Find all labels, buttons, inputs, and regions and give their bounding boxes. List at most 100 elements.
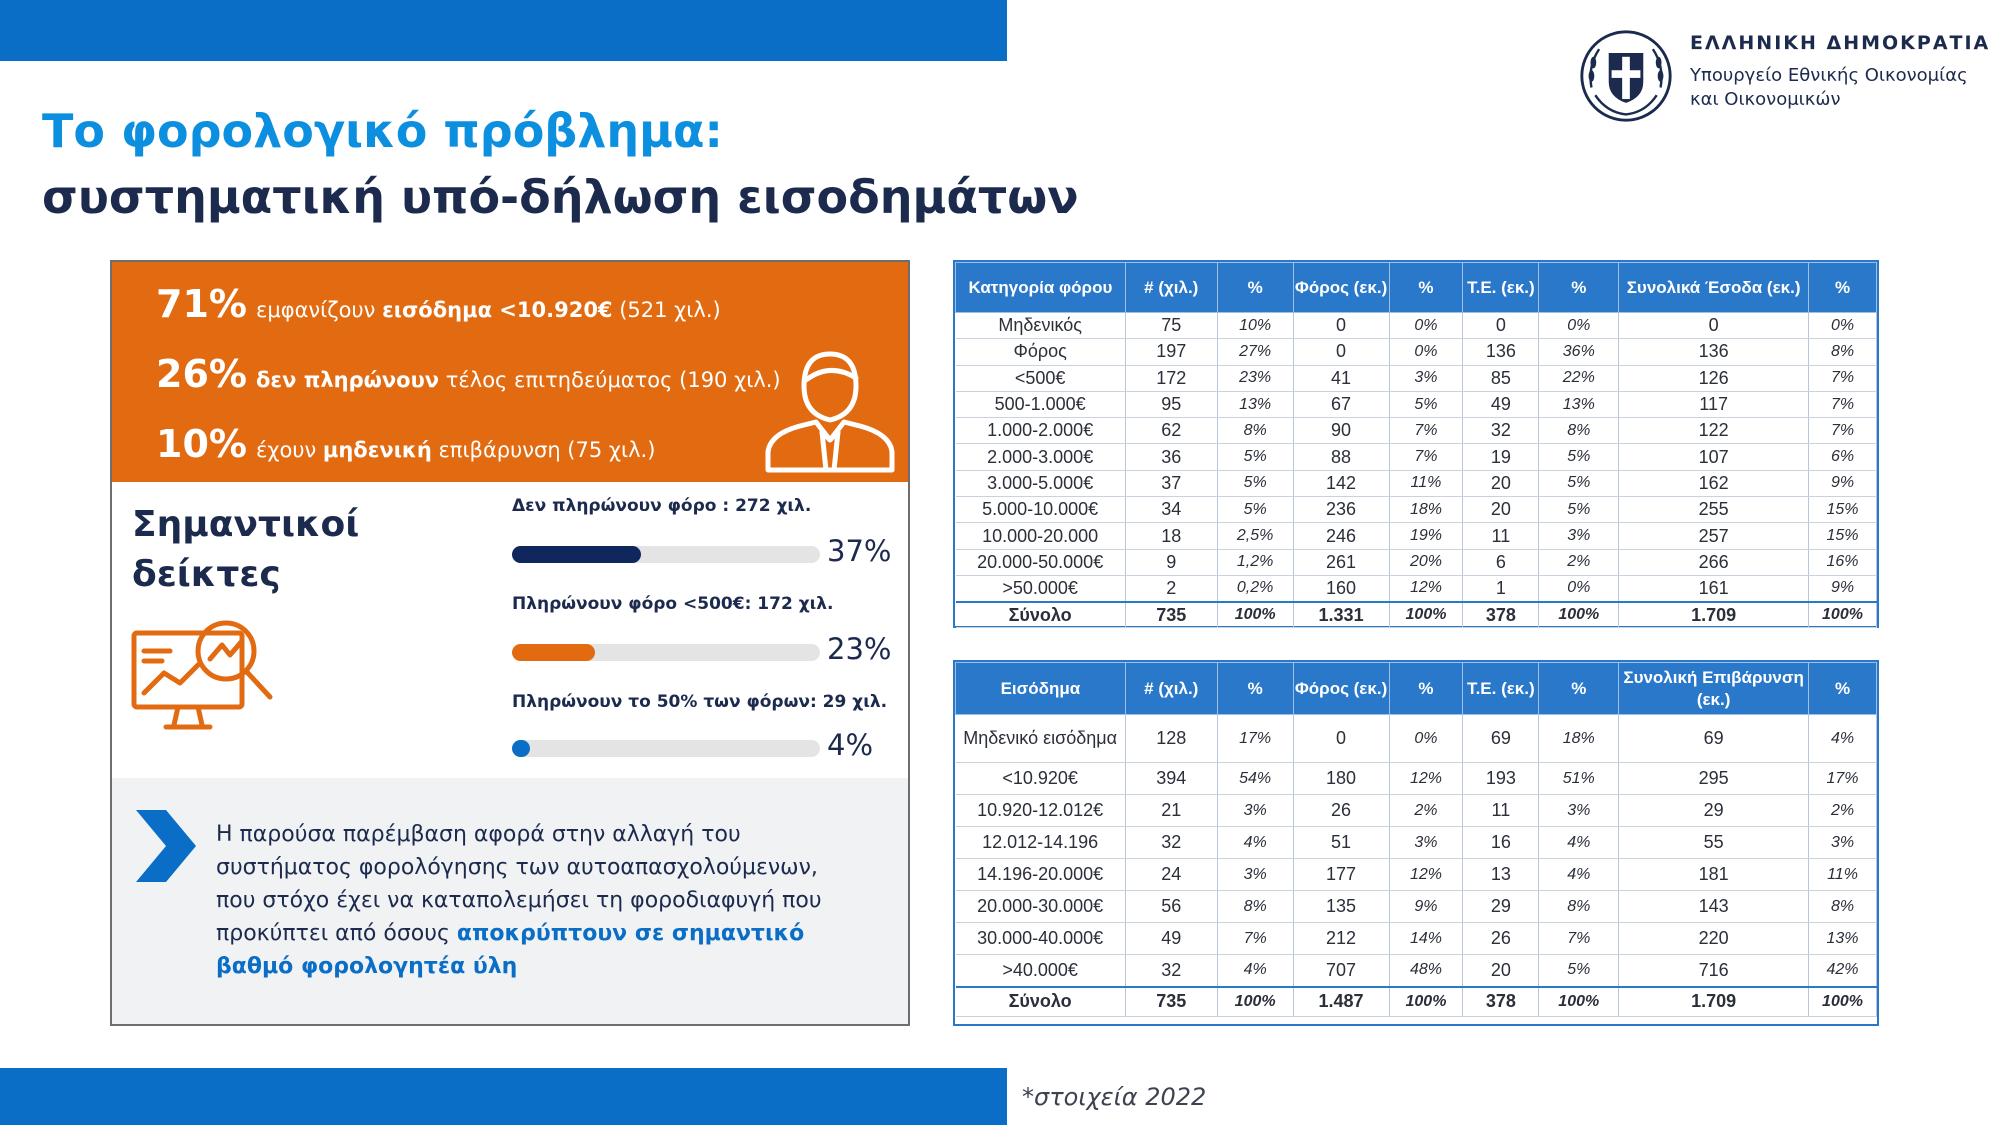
table-cell: 0 <box>1293 338 1390 366</box>
table-cell: 5% <box>1538 496 1620 524</box>
table-header-row: Κατηγορία φόρου # (χιλ.)% Φόρος (εκ.)% Τ.Ε.… <box>955 262 1877 313</box>
table-cell: 0% <box>1389 312 1464 340</box>
table-cell: 295 <box>1618 762 1810 795</box>
table-cell: 1.709 <box>1618 985 1810 1017</box>
column-header: % <box>1216 662 1294 715</box>
table-cell: 15% <box>1808 522 1877 550</box>
table-cell: 32 <box>1462 417 1540 445</box>
table-cell: 4% <box>1538 858 1620 891</box>
table-row: >50.000€ 2 0,2% 160 12% 1 0% 161 9% <box>955 575 1877 603</box>
table-cell: 0 <box>1293 312 1390 340</box>
table-row: 3.000-5.000€ 37 5% 142 11% 20 5% 162 9% <box>955 470 1877 498</box>
table-cell: 11 <box>1462 522 1540 550</box>
page-title: Το φορολογικό πρόβλημα: <box>42 104 723 158</box>
table-row: Φόρος 197 27% 0 0% 136 36% 136 8% <box>955 338 1877 366</box>
table-cell: 136 <box>1462 338 1540 366</box>
table-cell: 9% <box>1808 575 1877 603</box>
table-cell: 100% <box>1538 600 1620 629</box>
greek-republic-emblem-icon <box>1580 30 1672 122</box>
table-row: <500€ 172 23% 41 3% 85 22% 126 7% <box>955 365 1877 392</box>
indicator-label: Δεν πληρώνουν φόρο : 272 χιλ. <box>512 496 812 516</box>
table-cell: 69 <box>1618 714 1810 763</box>
table-cell: 261 <box>1293 549 1390 576</box>
table-cell: 27% <box>1217 338 1294 366</box>
table-cell: >50.000€ <box>955 575 1126 603</box>
table-row: 20.000-50.000€ 9 1,2% 261 20% 6 2% 266 16% <box>955 549 1877 576</box>
table-cell: 7% <box>1808 365 1877 392</box>
ministry-name: Υπουργείο Εθνικής Οικονομίας και Οικονομ… <box>1690 64 1990 112</box>
table-cell: Φόρος <box>955 338 1126 366</box>
stat-row: 10% έχουν μηδενική επιβάρυνση (75 χιλ.) <box>156 422 655 466</box>
table-cell: 0% <box>1538 575 1620 603</box>
table-cell: >40.000€ <box>955 954 1126 987</box>
table-cell: 3% <box>1808 826 1877 859</box>
column-header: % <box>1388 262 1464 313</box>
table-cell: 1.487 <box>1293 985 1390 1017</box>
table-cell: 13% <box>1538 391 1620 419</box>
table-cell: 735 <box>1125 985 1218 1017</box>
table-cell: 3.000-5.000€ <box>955 470 1126 498</box>
table-row: 12.012-14.196 32 4% 51 3% 16 4% 55 3% <box>955 826 1877 859</box>
table-cell: 11% <box>1389 470 1464 498</box>
table-cell: 100% <box>1389 985 1464 1017</box>
table-cell: 5% <box>1538 443 1620 471</box>
table-cell: 20% <box>1389 549 1464 576</box>
note-text: Η παρούσα παρέμβαση αφορά στην αλλαγή το… <box>216 822 822 979</box>
table-cell: 10.920-12.012€ <box>955 794 1126 827</box>
table-cell: 0% <box>1808 312 1877 340</box>
table-cell: 1,2% <box>1217 549 1294 576</box>
table-cell: 107 <box>1618 443 1809 471</box>
table-cell: 220 <box>1618 922 1810 955</box>
ministry-line2: και Οικονομικών <box>1690 89 1841 110</box>
column-header: % <box>1808 262 1877 313</box>
stat-value: 10% <box>156 422 247 466</box>
table-cell: 14% <box>1389 922 1464 955</box>
table-cell: 13 <box>1462 858 1540 891</box>
table-cell: 117 <box>1618 391 1809 419</box>
column-header: Κατηγορία φόρου <box>955 262 1126 313</box>
table-cell: 7% <box>1217 922 1294 955</box>
table-cell: 378 <box>1462 985 1540 1017</box>
table-cell: 3% <box>1538 522 1620 550</box>
table-cell: 5% <box>1217 496 1294 524</box>
table-cell: Σύνολο <box>955 985 1126 1017</box>
table-cell: 12% <box>1389 575 1464 603</box>
table-cell: 177 <box>1293 858 1390 891</box>
table-cell: 41 <box>1293 365 1390 392</box>
table-total-row: Σύνολο 735 100% 1.331 100% 378 100% 1.709 100% <box>955 600 1877 629</box>
table-cell: 17% <box>1217 714 1294 763</box>
table-cell: 36% <box>1538 338 1620 366</box>
table-row: 2.000-3.000€ 36 5% 88 7% 19 5% 107 6% <box>955 443 1877 471</box>
table-cell: 32 <box>1125 826 1218 859</box>
republic-name: ΕΛΛΗΝΙΚΗ ΔΗΜΟΚΡΑΤΙΑ <box>1690 32 1991 54</box>
table-cell: 0% <box>1389 338 1464 366</box>
table-cell: 20.000-50.000€ <box>955 549 1126 576</box>
table-cell: 19 <box>1462 443 1540 471</box>
table-cell: 126 <box>1618 365 1809 392</box>
column-header: % <box>1538 662 1620 715</box>
column-header: Φόρος (εκ.) <box>1292 662 1390 715</box>
table-cell: 3% <box>1538 794 1620 827</box>
table-cell: 100% <box>1808 600 1877 629</box>
table-cell: 100% <box>1538 985 1620 1017</box>
table-cell: 19% <box>1389 522 1464 550</box>
table-cell: 2% <box>1538 549 1620 576</box>
table-cell: 2% <box>1808 794 1877 827</box>
table-cell: 13% <box>1808 922 1877 955</box>
table-cell: 15% <box>1808 496 1877 524</box>
table-cell: 255 <box>1618 496 1809 524</box>
table-header-row: Εισόδημα # (χιλ.)% Φόρος (εκ.)% Τ.Ε. (εκ.)%… <box>955 662 1877 715</box>
table-row: 14.196-20.000€ 24 3% 177 12% 13 4% 181 11% <box>955 858 1877 891</box>
table-cell: 3% <box>1217 794 1294 827</box>
table-cell: 6% <box>1808 443 1877 471</box>
table-cell: 4% <box>1217 954 1294 987</box>
table-cell: 246 <box>1293 522 1390 550</box>
table-cell: 9% <box>1808 470 1877 498</box>
table-cell: 142 <box>1293 470 1390 498</box>
table-cell: 716 <box>1618 954 1810 987</box>
table-cell: 100% <box>1389 600 1464 629</box>
table-cell: 143 <box>1618 890 1810 923</box>
table-cell: 257 <box>1618 522 1809 550</box>
table-row: 20.000-30.000€ 56 8% 135 9% 29 8% 143 8% <box>955 890 1877 923</box>
table-row: 10.000-20.000 18 2,5% 246 19% 11 3% 257 15% <box>955 522 1877 550</box>
